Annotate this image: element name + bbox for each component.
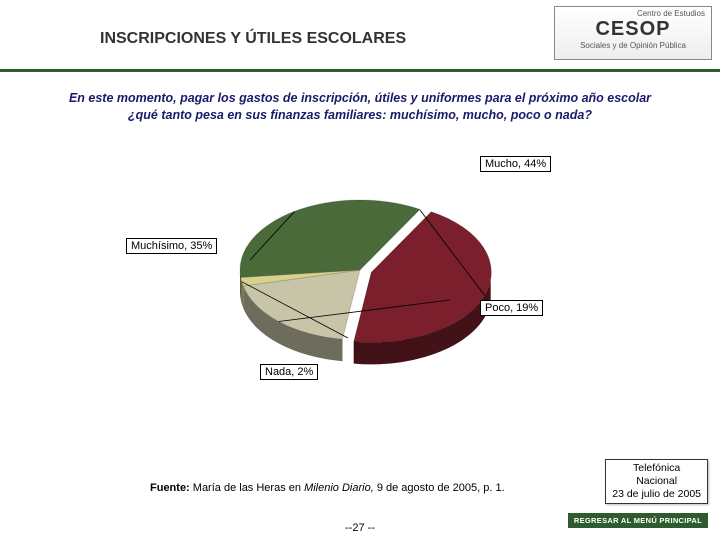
source-rest: 9 de agosto de 2005, p. 1. [374,482,505,494]
header: INSCRIPCIONES Y ÚTILES ESCOLARES Centro … [0,0,720,72]
logo-top: Centro de Estudios [557,9,709,18]
infobox-line1: Telefónica [612,462,701,475]
page-number: --27 -- [345,522,375,534]
page-title: INSCRIPCIONES Y ÚTILES ESCOLARES [100,30,406,48]
question-line2: ¿qué tanto pesa en sus finanzas familiar… [128,108,592,122]
logo-mid: CESOP [557,18,709,41]
source-prefix: Fuente: [150,482,193,494]
slice-label: Nada, 2% [260,364,318,380]
source-citation: Fuente: María de las Heras en Milenio Di… [150,482,505,494]
source-author: María de las Heras en [193,482,304,494]
pie-svg [120,150,600,410]
source-publication: Milenio Diario, [304,482,374,494]
infobox-line2: Nacional [612,475,701,488]
slice-label: Mucho, 44% [480,156,551,172]
infobox-line3: 23 de julio de 2005 [612,488,701,501]
brand-logo: Centro de Estudios CESOP Sociales y de O… [554,6,712,60]
back-to-menu-button[interactable]: REGRESAR AL MENÚ PRINCIPAL [568,513,708,528]
slice-label: Poco, 19% [480,300,543,316]
logo-bot: Sociales y de Opinión Pública [557,41,709,50]
survey-info-box: Telefónica Nacional 23 de julio de 2005 [605,459,708,504]
slice-label: Muchísimo, 35% [126,238,217,254]
question-text: En este momento, pagar los gastos de ins… [24,90,696,124]
question-line1: En este momento, pagar los gastos de ins… [69,91,651,105]
pie-chart: Mucho, 44% Poco, 19% Nada, 2% Muchísimo, 35… [120,150,600,410]
